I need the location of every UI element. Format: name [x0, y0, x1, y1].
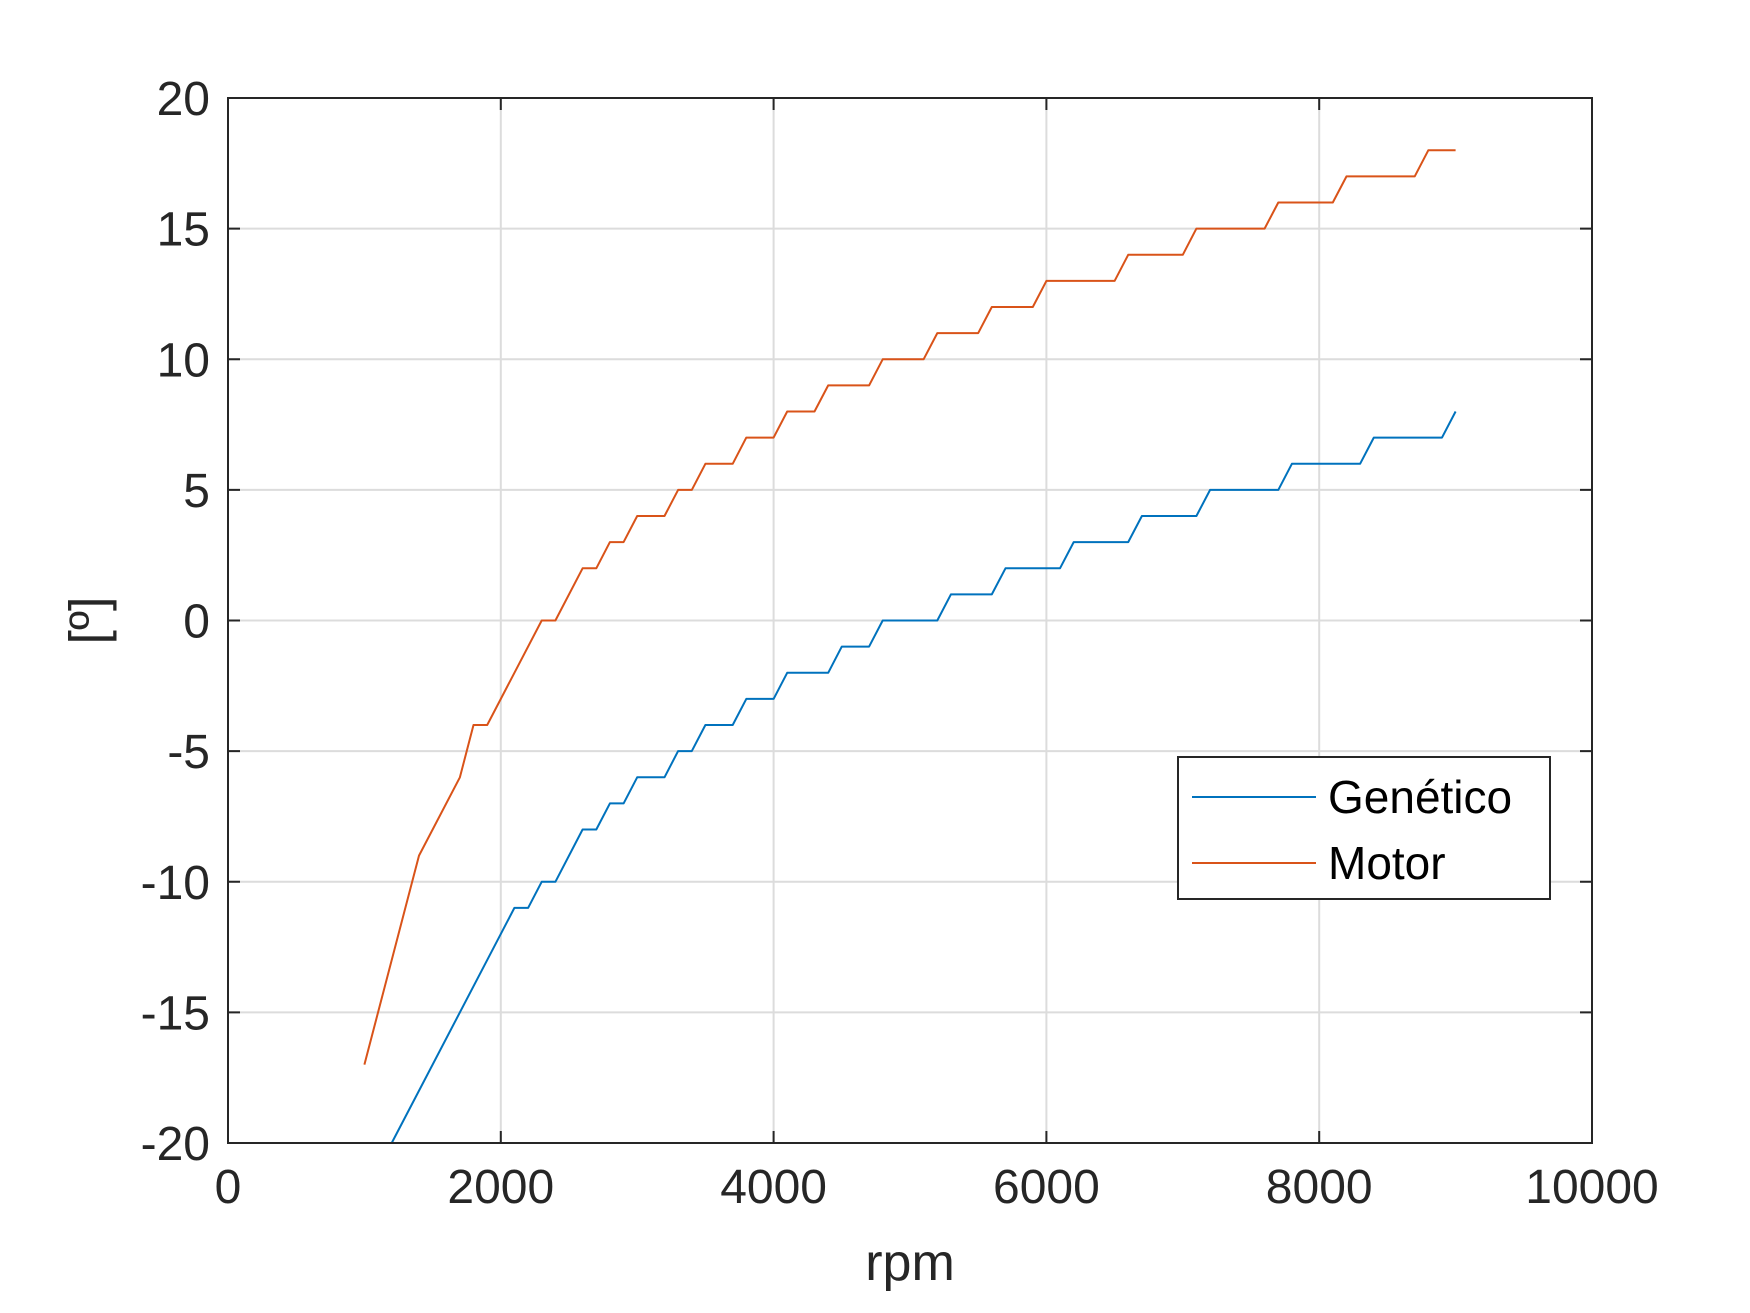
x-tick-label: 10000	[1525, 1161, 1658, 1214]
y-tick-labels: -20 -15 -10 -5 0 5 10 15 20	[141, 73, 210, 1171]
x-tick-label: 2000	[447, 1161, 554, 1214]
series-lines	[363, 149, 1457, 1144]
legend: Genético Motor	[1177, 756, 1551, 900]
x-tick-label: 8000	[1266, 1161, 1373, 1214]
grid	[228, 98, 1592, 1143]
series-line-motor	[363, 149, 1456, 1065]
x-tick-labels: 0 2000 4000 6000 8000 10000	[215, 1161, 1659, 1214]
y-tick-label: -5	[167, 726, 210, 779]
x-tick-label: 0	[215, 1161, 242, 1214]
legend-label-genetico: Genético	[1328, 771, 1512, 823]
y-tick-label: -10	[141, 857, 210, 910]
y-axis-label: [º]	[60, 597, 118, 645]
y-tick-label: 20	[157, 73, 210, 126]
series-line-genetico	[364, 411, 1457, 1144]
y-tick-label: 5	[183, 465, 210, 518]
y-tick-label: 10	[157, 334, 210, 387]
x-axis-label: rpm	[865, 1234, 955, 1292]
y-tick-label: -15	[141, 987, 210, 1040]
legend-box	[1177, 756, 1551, 900]
y-tick-label: 0	[183, 596, 210, 649]
y-tick-label: -20	[141, 1118, 210, 1171]
x-tick-label: 4000	[720, 1161, 827, 1214]
x-tick-label: 6000	[993, 1161, 1100, 1214]
legend-label-motor: Motor	[1328, 837, 1446, 889]
axes-frame	[227, 97, 1593, 1144]
y-tick-label: 15	[157, 204, 210, 257]
